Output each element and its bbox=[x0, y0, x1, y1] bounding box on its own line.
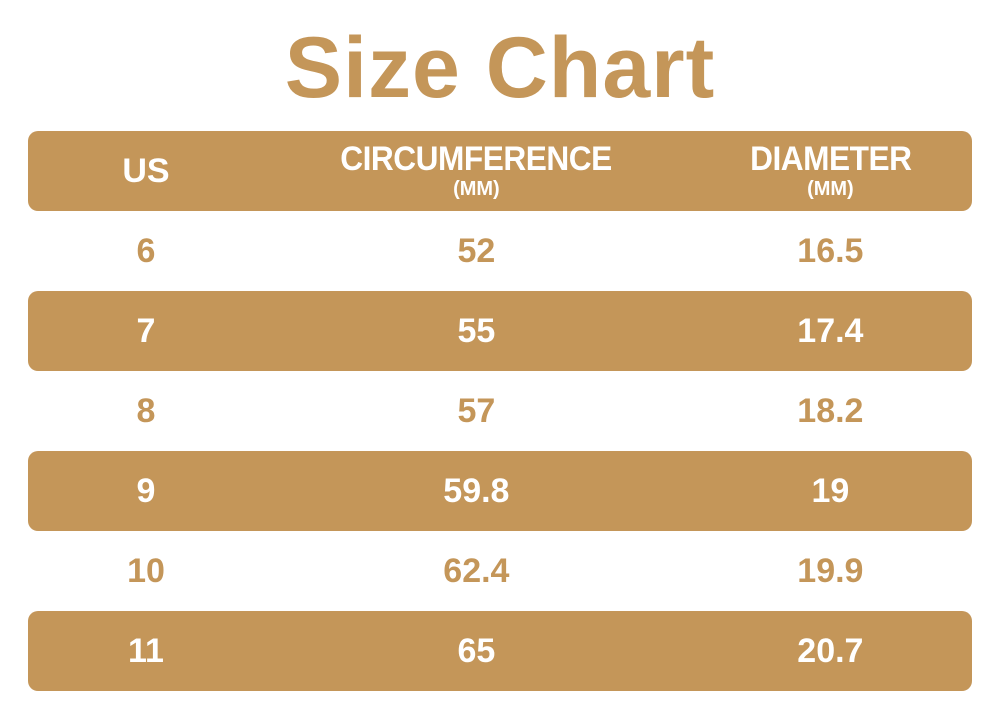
column-header-circumference-stack: CIRCUMFERENCE (MM) bbox=[264, 139, 689, 201]
table-row: 10 62.4 19.9 bbox=[28, 531, 972, 611]
column-header-diameter-label: DIAMETER bbox=[749, 139, 912, 178]
table-header-row: US CIRCUMFERENCE (MM) DIAMETER (MM) bbox=[28, 131, 972, 211]
column-header-diameter-stack: DIAMETER (MM) bbox=[689, 139, 972, 201]
cell-diameter: 20.7 bbox=[797, 631, 864, 670]
column-header-us-label: US bbox=[122, 151, 170, 190]
table-row: 7 55 17.4 bbox=[28, 291, 972, 371]
table-row: 8 57 18.2 bbox=[28, 371, 972, 451]
column-header-diameter: DIAMETER (MM) bbox=[689, 139, 972, 201]
cell-circumference: 55 bbox=[457, 311, 496, 350]
cell-diameter: 19 bbox=[811, 471, 850, 510]
cell-diameter: 16.5 bbox=[797, 231, 864, 270]
column-header-diameter-unit: (MM) bbox=[807, 178, 854, 201]
cell-us: 8 bbox=[136, 391, 156, 430]
column-header-circumference-label: CIRCUMFERENCE bbox=[340, 139, 613, 178]
table-row: 11 65 20.7 bbox=[28, 611, 972, 691]
size-table: US CIRCUMFERENCE (MM) DIAMETER (MM) 6 52… bbox=[28, 131, 972, 691]
column-header-circumference-unit: (MM) bbox=[453, 178, 500, 201]
cell-diameter: 18.2 bbox=[797, 391, 864, 430]
table-row: 6 52 16.5 bbox=[28, 211, 972, 291]
cell-us: 10 bbox=[127, 551, 165, 590]
cell-us: 9 bbox=[136, 471, 156, 510]
cell-diameter: 19.9 bbox=[797, 551, 864, 590]
column-header-circumference: CIRCUMFERENCE (MM) bbox=[264, 139, 689, 201]
cell-diameter: 17.4 bbox=[797, 311, 864, 350]
title-area: Size Chart bbox=[0, 0, 1000, 131]
cell-circumference: 52 bbox=[457, 231, 496, 270]
table-row: 9 59.8 19 bbox=[28, 451, 972, 531]
cell-circumference: 65 bbox=[457, 631, 496, 670]
cell-circumference: 57 bbox=[457, 391, 496, 430]
cell-us: 7 bbox=[136, 311, 156, 350]
cell-circumference: 62.4 bbox=[443, 551, 510, 590]
cell-circumference: 59.8 bbox=[443, 471, 510, 510]
column-header-us: US bbox=[28, 152, 264, 191]
cell-us: 11 bbox=[128, 631, 164, 670]
cell-us: 6 bbox=[136, 231, 156, 270]
page-title: Size Chart bbox=[284, 19, 716, 116]
